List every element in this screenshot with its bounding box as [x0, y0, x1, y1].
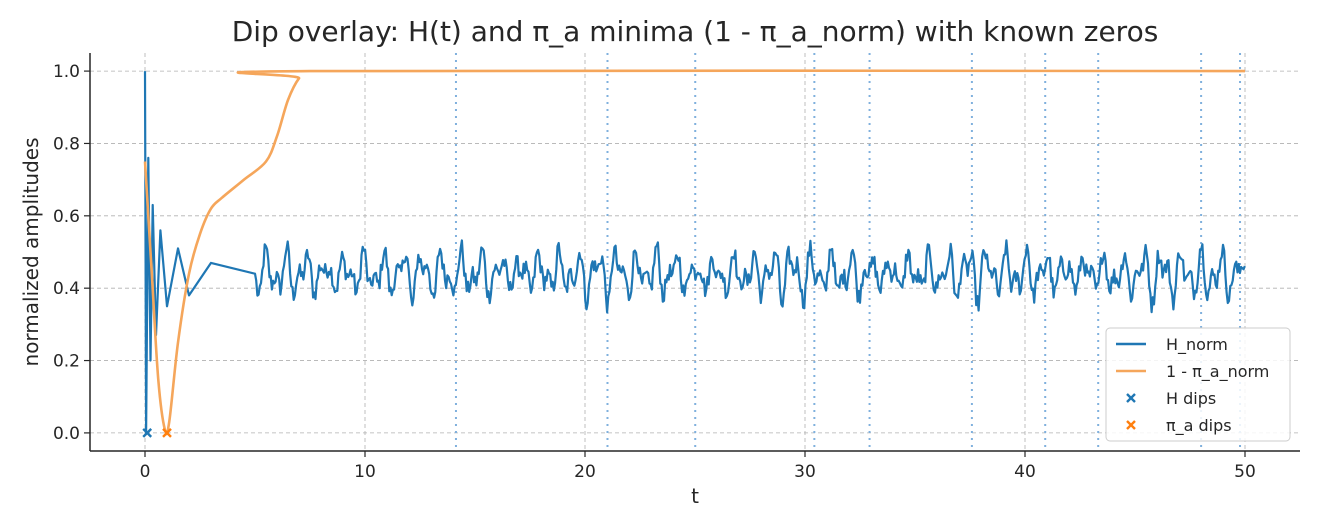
series-line-h-norm — [143, 71, 1246, 434]
x-tick-label-5: 50 — [1234, 462, 1256, 482]
x-ticks: 0 10 20 30 40 50 — [140, 451, 1256, 482]
x-tick-label-3: 30 — [794, 462, 816, 482]
x-tick-label-0: 0 — [140, 462, 151, 482]
legend-swatch-2 — [1126, 393, 1136, 403]
y-tick-label-2: 0.4 — [53, 279, 80, 299]
dip-markers — [142, 428, 172, 438]
h-dip-marker-0 — [142, 428, 153, 438]
legend-box — [1105, 327, 1291, 442]
series-line-pi-a-norm — [143, 69, 1246, 436]
y-tick-label-5: 1.0 — [53, 62, 80, 82]
y-ticks: 0.0 0.2 0.4 0.6 0.8 1.0 — [53, 62, 90, 444]
x-axis-label: t — [691, 484, 699, 508]
y-tick-label-3: 0.6 — [53, 207, 80, 227]
chart-title: Dip overlay: H(t) and π_a minima (1 - π_… — [232, 15, 1159, 48]
legend-label-1: 1 - π_a_norm — [1166, 362, 1269, 382]
x-tick-label-2: 20 — [574, 462, 596, 482]
legend: H_norm 1 - π_a_norm H dips π_a dips — [1105, 327, 1291, 442]
y-tick-label-4: 0.8 — [53, 134, 80, 154]
legend-swatch-3 — [1126, 420, 1136, 430]
legend-label-2: H dips — [1166, 389, 1216, 408]
legend-label-3: π_a dips — [1166, 416, 1232, 436]
y-tick-label-1: 0.2 — [53, 352, 80, 372]
pi-a-dip-marker-0 — [162, 428, 172, 438]
y-axis-label: normalized amplitudes — [19, 138, 43, 367]
legend-label-0: H_norm — [1166, 335, 1228, 355]
series-layer — [143, 69, 1246, 436]
y-tick-label-0: 0.0 — [53, 424, 80, 444]
x-tick-label-1: 10 — [354, 462, 376, 482]
x-tick-label-4: 40 — [1014, 462, 1036, 482]
